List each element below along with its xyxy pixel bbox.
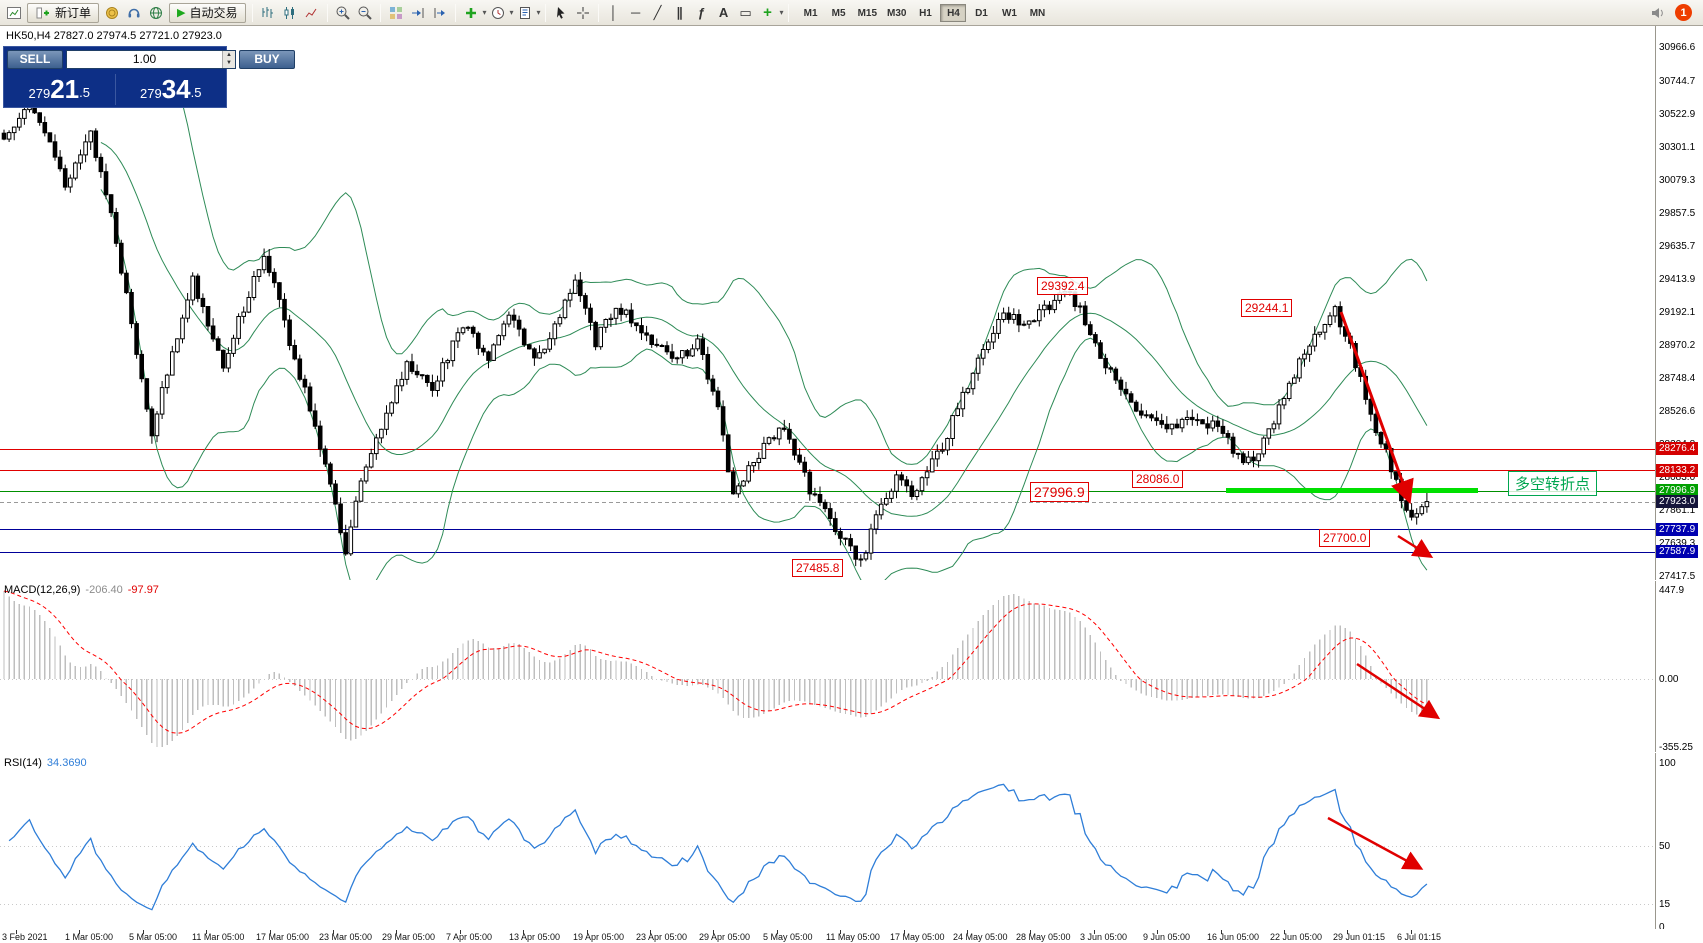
fibonacci-icon[interactable]: ƒ (697, 5, 706, 20)
chart-window-icon[interactable] (3, 3, 25, 23)
volume-field: ▲ ▼ (66, 49, 236, 69)
speaker-icon[interactable] (1647, 3, 1669, 23)
one-click-trading-panel: SELL ▲ ▼ BUY 27921.5 27934.5 (3, 46, 295, 108)
toolbar-separator (379, 3, 381, 22)
vertical-line-icon[interactable]: │ (609, 5, 618, 20)
tab-timeframe-M5[interactable]: M5 (831, 7, 846, 19)
indicators-icon[interactable] (460, 3, 482, 23)
macd-name: MACD(12,26,9) (4, 584, 81, 596)
tab-timeframe-W1[interactable]: W1 (1001, 7, 1017, 19)
sell-button[interactable]: SELL (7, 49, 63, 69)
text-icon[interactable]: A (718, 5, 729, 20)
panel-separator-rsi[interactable] (0, 752, 1703, 753)
globe-icon[interactable] (145, 3, 167, 23)
new-order-label: 新订单 (55, 6, 92, 20)
toolbar-separator (597, 3, 599, 22)
one-click-controls: SELL ▲ ▼ BUY (4, 47, 295, 71)
tab-timeframe-H1[interactable]: H1 (919, 7, 932, 19)
toolbar-right-group: 1 (1647, 3, 1700, 23)
bars-chart-icon[interactable] (257, 3, 279, 23)
tab-timeframe-D1[interactable]: D1 (975, 7, 988, 19)
buy-button[interactable]: BUY (239, 49, 295, 69)
autotrade-label: 自动交易 (189, 6, 238, 20)
tile-windows-icon[interactable] (385, 3, 407, 23)
time-axis-border (0, 929, 1703, 930)
channel-icon[interactable]: ∥ (676, 4, 683, 20)
tab-timeframe-MN[interactable]: MN (1029, 7, 1046, 19)
play-icon: ▶ (177, 7, 186, 19)
wallet-icon[interactable] (101, 3, 123, 23)
toolbar-separator (544, 3, 546, 22)
tab-timeframe-M30[interactable]: M30 (887, 7, 907, 19)
indicators-caret-icon[interactable]: ▾ (482, 8, 487, 17)
timeframe-toolbar: M1 M5 M15 M30 H1 H4 D1 W1 MN (797, 3, 1052, 22)
horizontal-line-icon[interactable]: ─ (630, 5, 641, 20)
macd-indicator-label: MACD(12,26,9) -206.40 -97.97 (4, 584, 159, 596)
buy-price[interactable]: 27934.5 (114, 73, 227, 105)
tab-timeframe-M1[interactable]: M1 (803, 7, 818, 19)
rsi-indicator-label: RSI(14) 34.3690 (4, 757, 87, 769)
toolbar: 新订单 ▶ 自动交易 (0, 0, 1703, 26)
macd-main-value: -206.40 (85, 584, 123, 596)
volume-input[interactable] (67, 50, 222, 68)
one-click-prices: 27921.5 27934.5 (4, 71, 226, 107)
crosshair-icon[interactable] (572, 3, 594, 23)
autoscroll-icon[interactable] (407, 3, 429, 23)
toolbar-separator (251, 3, 253, 22)
rsi-value: 34.3690 (46, 757, 87, 769)
tab-timeframe-H4[interactable]: H4 (940, 3, 967, 22)
volume-down-button[interactable]: ▼ (223, 59, 235, 68)
price-axis-border (1655, 26, 1656, 930)
volume-up-button[interactable]: ▲ (223, 50, 235, 59)
shapes-icon[interactable]: + (763, 4, 772, 21)
periods-icon[interactable] (487, 3, 509, 23)
shapes-caret-icon[interactable]: ▾ (779, 8, 784, 17)
volume-spinner: ▲ ▼ (222, 50, 235, 68)
label-icon[interactable]: ▭ (739, 4, 752, 20)
tab-timeframe-M15[interactable]: M15 (857, 7, 878, 19)
cursor-icon[interactable] (550, 3, 572, 23)
new-order-button[interactable]: 新订单 (27, 2, 100, 23)
templates-caret-icon[interactable]: ▾ (536, 8, 541, 17)
sell-price[interactable]: 27921.5 (28, 73, 90, 104)
toolbar-separator (787, 3, 789, 22)
toolbar-separator (326, 3, 328, 22)
trendline-icon[interactable]: ╱ (653, 4, 662, 20)
notification-badge[interactable]: 1 (1675, 4, 1692, 21)
macd-signal-value: -97.97 (127, 584, 159, 596)
autotrade-button[interactable]: ▶ 自动交易 (169, 2, 246, 23)
panel-separator-macd[interactable] (0, 580, 1703, 581)
order-ticket-icon (35, 3, 51, 23)
rsi-name: RSI(14) (4, 757, 42, 769)
candlestick-chart-icon[interactable] (279, 3, 301, 23)
toolbar-separator (454, 3, 456, 22)
periods-caret-icon[interactable]: ▾ (509, 8, 514, 17)
turning-point-label: 多空转折点 (1508, 471, 1598, 496)
zoom-in-icon[interactable] (332, 3, 354, 23)
chart-symbol-title: HK50,H4 27827.0 27974.5 27721.0 27923.0 (6, 30, 222, 42)
line-chart-icon[interactable] (301, 3, 323, 23)
templates-icon[interactable] (514, 3, 536, 23)
chart-shift-icon[interactable] (429, 3, 451, 23)
zoom-out-icon[interactable] (354, 3, 376, 23)
headset-icon[interactable] (123, 3, 145, 23)
